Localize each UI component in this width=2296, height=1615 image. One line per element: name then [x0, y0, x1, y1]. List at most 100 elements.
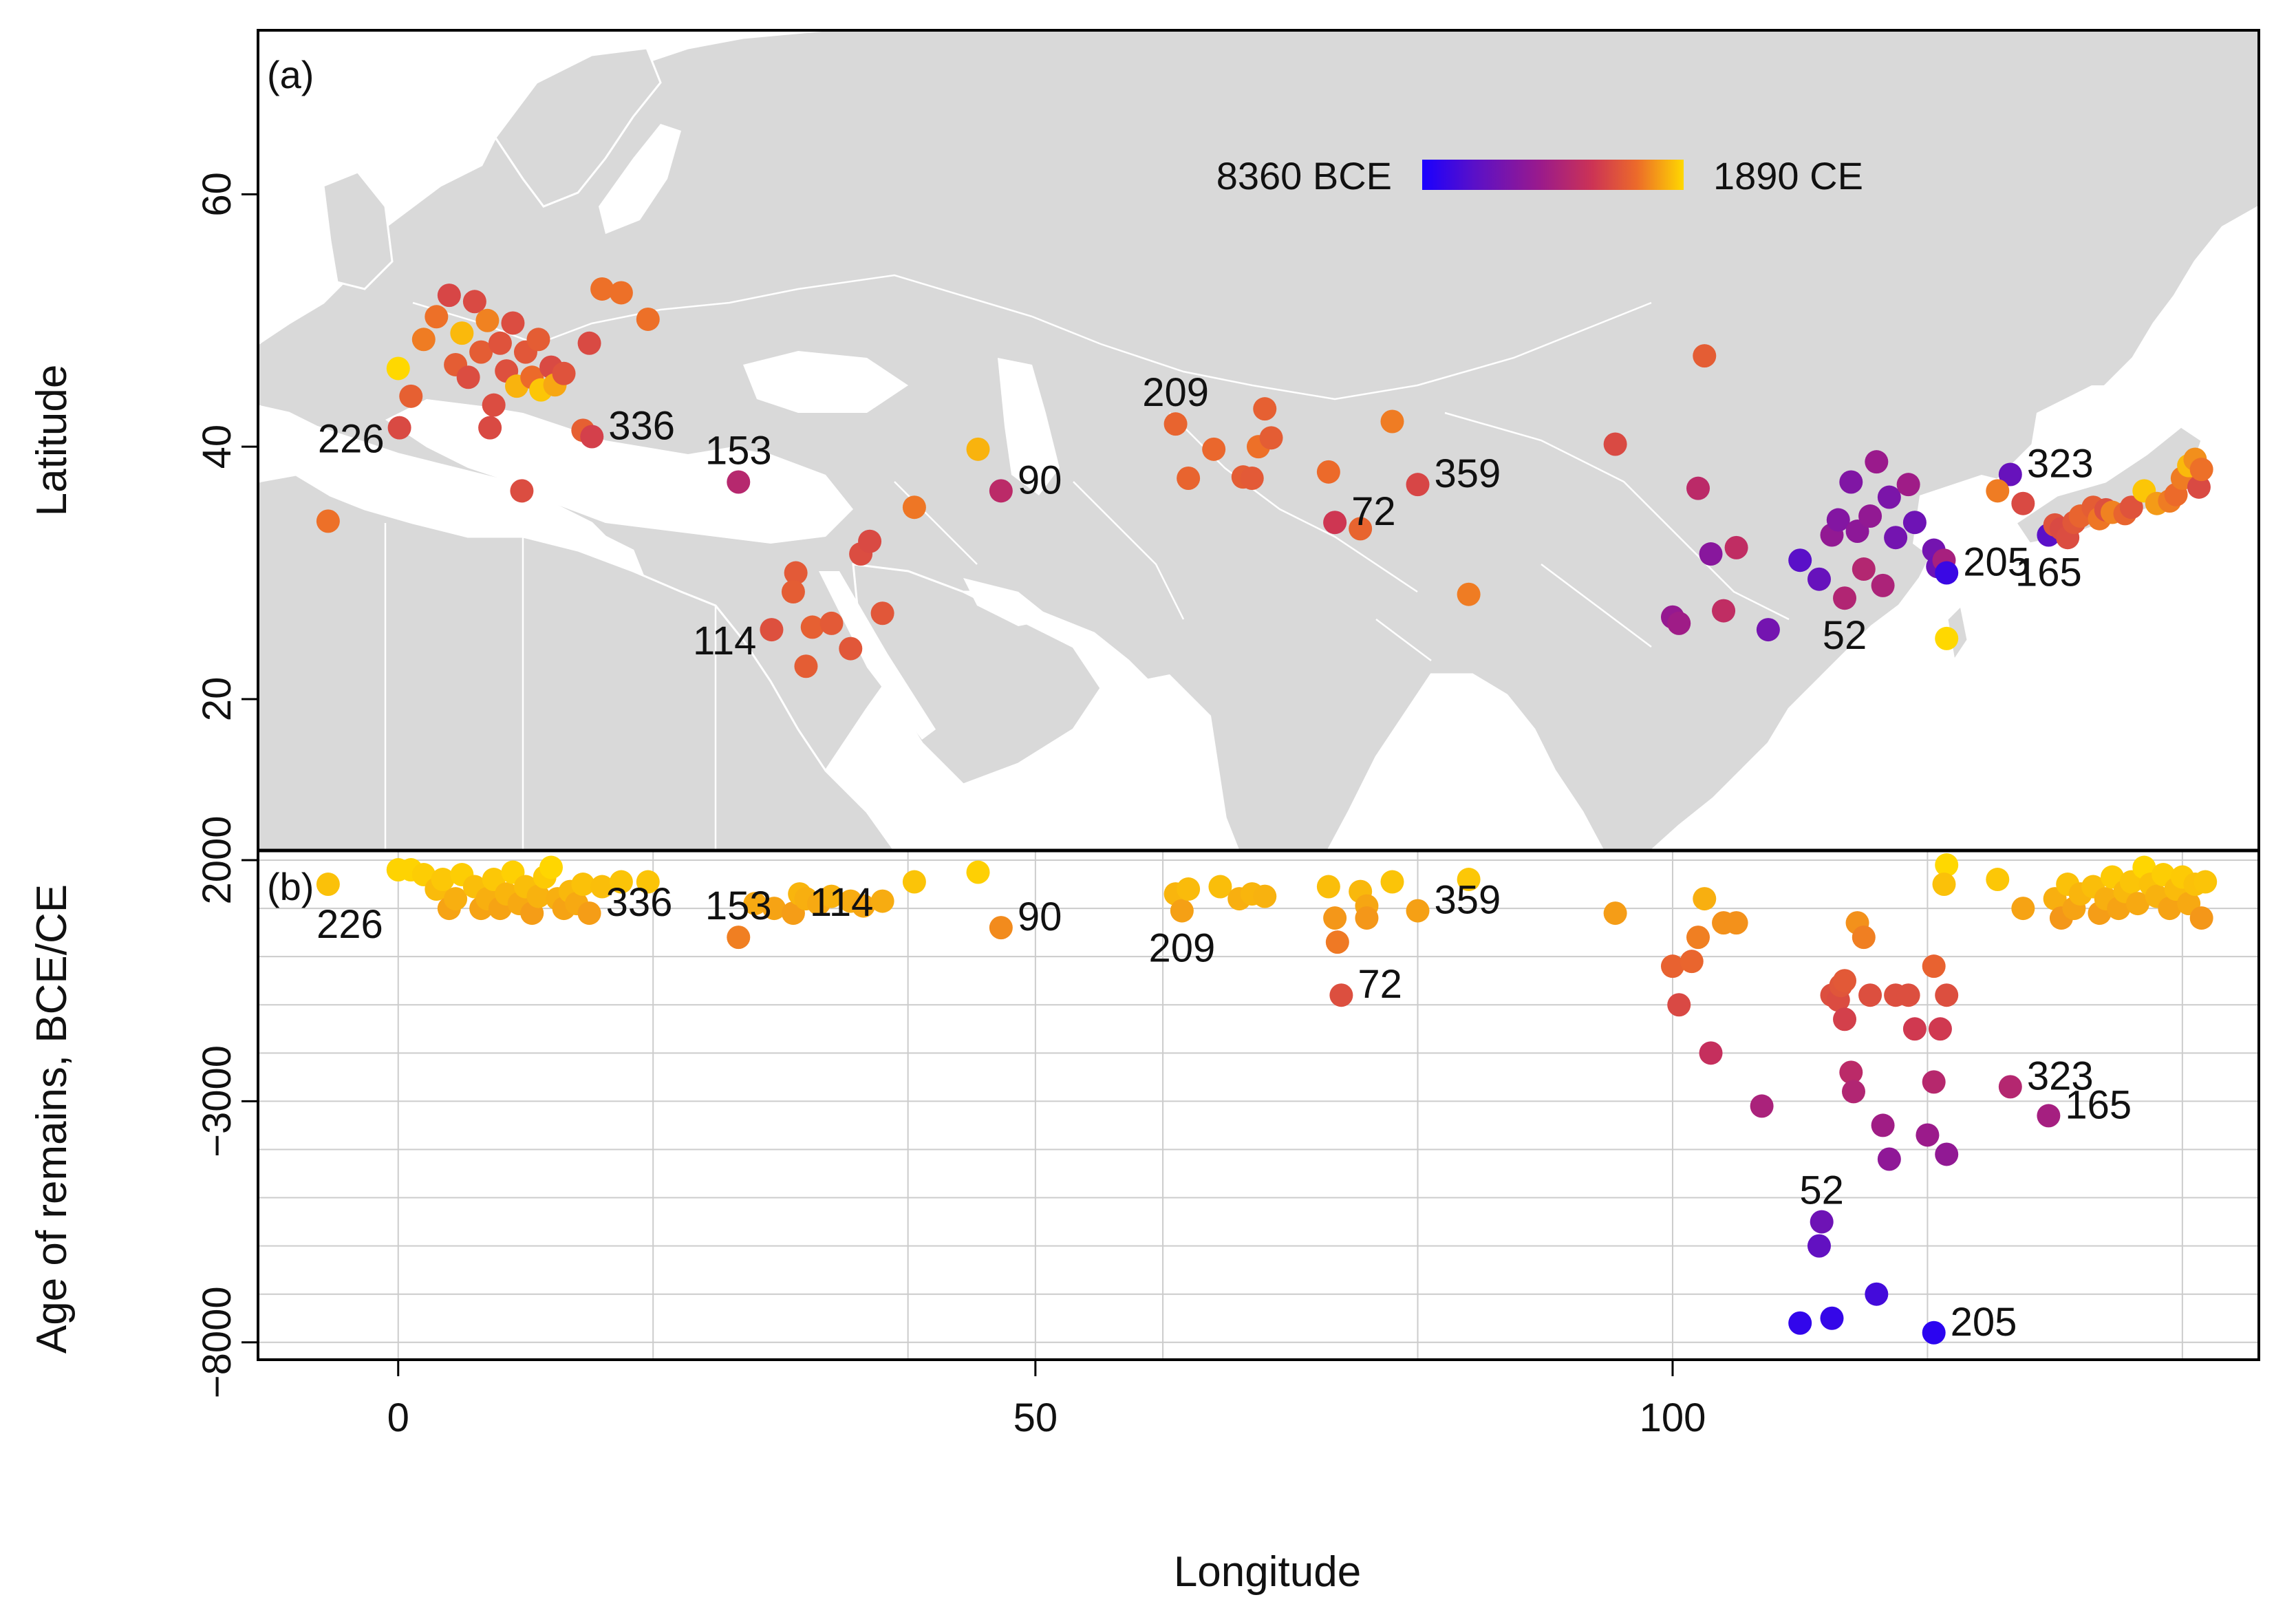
map-point — [456, 365, 480, 389]
map-point — [450, 321, 474, 345]
black-sea — [743, 351, 908, 413]
age-point — [1810, 1210, 1834, 1234]
map-points — [316, 277, 2213, 678]
map-point — [1259, 426, 1283, 450]
map-point-label: 336 — [608, 403, 675, 448]
age-point — [316, 873, 340, 897]
age-point — [1667, 993, 1691, 1017]
figure-frame — [257, 29, 2260, 1361]
age-point-label: 153 — [705, 884, 772, 928]
map-point — [577, 331, 601, 355]
africa-landmass — [258, 473, 896, 851]
map-point-label: 114 — [693, 619, 756, 663]
map-point — [399, 384, 423, 408]
map-point — [636, 307, 660, 331]
legend-start-label: 8360 BCE — [1216, 154, 1392, 197]
age-point-label: 205 — [1951, 1300, 2017, 1345]
age-point — [1841, 1080, 1865, 1104]
age-point — [1833, 969, 1857, 993]
map-point — [858, 529, 882, 553]
age-point — [1916, 1123, 1940, 1147]
age-point — [1323, 906, 1347, 930]
map-point — [590, 277, 614, 301]
map-point — [316, 509, 340, 533]
age-point — [577, 901, 601, 926]
age-point-label: 114 — [810, 880, 873, 925]
map-point-label: 165 — [2015, 550, 2082, 595]
map-point — [966, 437, 990, 461]
age-point — [762, 897, 786, 921]
map-point — [469, 340, 493, 364]
age-point — [1329, 983, 1353, 1007]
map-point — [2187, 475, 2211, 499]
map-point — [411, 328, 436, 352]
map-point — [386, 356, 410, 381]
map-point — [462, 290, 486, 314]
age-point — [2193, 870, 2218, 894]
age-point — [1902, 1017, 1927, 1041]
map-point — [1163, 412, 1188, 436]
age-point — [2037, 1104, 2061, 1128]
age-point — [1693, 887, 1717, 911]
age-point — [444, 887, 468, 911]
map-point — [1380, 409, 1404, 434]
age-point — [1457, 868, 1481, 892]
age-point — [1355, 906, 1379, 930]
age-point — [2126, 892, 2150, 916]
map-point-label: 205 — [1963, 540, 2030, 585]
age-point — [902, 870, 926, 894]
map-point — [475, 308, 500, 332]
map-point — [580, 425, 604, 449]
age-point — [1686, 926, 1710, 950]
age-point — [1406, 899, 1430, 923]
panel-b-label: (b) — [267, 865, 314, 908]
map-point — [2189, 458, 2213, 482]
latitude-tick-label: 40 — [195, 425, 239, 469]
map-point — [1323, 511, 1347, 535]
map-point — [2011, 491, 2035, 515]
age-point-label: 90 — [1018, 895, 1062, 939]
map-point — [1896, 473, 1920, 497]
age-point — [1316, 875, 1340, 899]
age-point — [743, 892, 767, 916]
age-point-label: 359 — [1435, 878, 1501, 923]
map-panel: 226 336 153 90 114 209 72 359 52 205 323 165 20 40 60… — [195, 30, 2259, 851]
mediterranean-sea — [385, 399, 853, 544]
map-point-labels: 226 336 153 90 114 209 72 359 52 205 323 165 — [318, 370, 2094, 663]
map-point — [1858, 504, 1882, 528]
age-point — [1807, 1234, 1831, 1258]
age-tick-label: 2000 — [195, 815, 239, 904]
age-point — [1699, 1041, 1723, 1065]
map-point-label: 90 — [1018, 458, 1062, 502]
latitude-tick-label: 60 — [195, 172, 239, 217]
age-point — [636, 870, 660, 894]
map-point — [1756, 618, 1780, 642]
age-point — [1877, 1147, 1901, 1171]
age-point — [966, 860, 990, 884]
age-point — [2158, 897, 2182, 921]
map-point — [501, 311, 525, 335]
arabian-sea — [1073, 674, 1232, 851]
map-point — [437, 284, 461, 308]
x-axis-title: Longitude — [1174, 1548, 1361, 1596]
legend-end-label: 1890 CE — [1713, 154, 1863, 197]
map-point — [1202, 437, 1226, 461]
map-point — [760, 618, 784, 642]
age-point — [1922, 1070, 1946, 1094]
map-point-label: 323 — [2027, 442, 2094, 486]
map-point — [1724, 535, 1748, 559]
y-axis-title-latitude: Latitude — [28, 365, 76, 517]
age-grid — [258, 851, 2259, 1360]
map-point — [784, 561, 808, 585]
map-point — [1788, 548, 1812, 573]
age-point — [1788, 1311, 1812, 1335]
longitude-tick-label: 50 — [1013, 1395, 1058, 1440]
map-point — [1253, 397, 1277, 421]
age-point — [1177, 877, 1201, 901]
age-point — [1380, 870, 1404, 894]
map-point — [989, 479, 1013, 503]
x-axis: 0 50 100 — [387, 1360, 1706, 1440]
age-point — [1603, 901, 1627, 926]
map-point — [1902, 511, 1927, 535]
